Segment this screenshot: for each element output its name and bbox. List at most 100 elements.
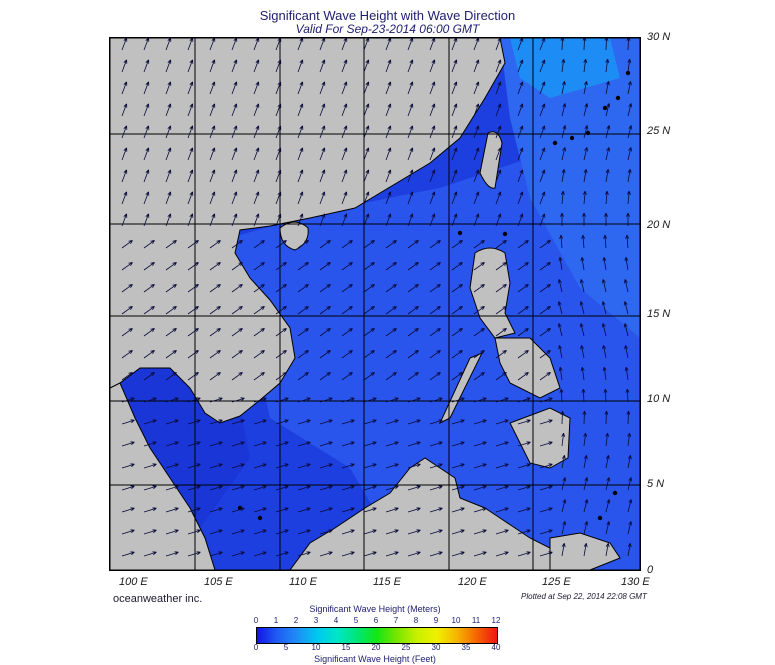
wave-direction-arrow (143, 284, 155, 293)
wave-direction-arrow (121, 213, 128, 227)
wave-direction-arrow (319, 81, 326, 95)
land-borneo (289, 457, 571, 570)
wave-direction-arrow (231, 125, 238, 139)
wave-direction-arrow (297, 485, 311, 491)
wave-direction-arrow (627, 477, 633, 491)
islet (552, 140, 558, 146)
wave-direction-arrow (275, 441, 289, 447)
wave-direction-arrow (495, 262, 507, 271)
wave-direction-arrow (582, 38, 587, 51)
wave-direction-arrow (429, 59, 436, 73)
wave-direction-arrow (407, 419, 421, 425)
wave-direction-arrow (605, 125, 611, 139)
wave-direction-arrow (165, 441, 179, 447)
wave-direction-arrow (121, 103, 128, 117)
wave-direction-arrow (319, 59, 326, 73)
wave-direction-arrow (557, 323, 563, 337)
colorbar-feet-tick: 20 (371, 643, 381, 652)
islet (612, 490, 618, 496)
wave-direction-arrow (385, 147, 392, 161)
wave-direction-arrow (473, 350, 485, 359)
wave-direction-arrow (363, 38, 370, 51)
wave-direction-arrow (341, 419, 355, 425)
wave-direction-arrow (385, 81, 392, 95)
wave-direction-arrow (275, 81, 282, 95)
wave-direction-arrow (560, 410, 565, 425)
wave-direction-arrow (495, 372, 507, 381)
wave-direction-arrow (385, 328, 397, 337)
wave-direction-arrow (625, 388, 630, 403)
wave-direction-arrow (407, 306, 419, 315)
wave-direction-arrow (385, 507, 399, 513)
wave-direction-arrow (539, 463, 553, 469)
wave-direction-arrow (539, 38, 546, 51)
wave-direction-arrow (385, 262, 397, 271)
wave-direction-arrow (603, 388, 608, 403)
wave-direction-arrow (275, 485, 289, 491)
wave-direction-arrow (209, 59, 216, 73)
wave-direction-arrow (473, 262, 485, 271)
wave-direction-arrow (297, 103, 304, 117)
wave-direction-arrow (539, 81, 546, 95)
wave-direction-arrow (143, 306, 155, 315)
wave-direction-arrow (231, 103, 238, 117)
wave-direction-arrow (275, 240, 287, 249)
wave-direction-arrow (341, 397, 355, 403)
wave-direction-arrow (253, 284, 265, 293)
wave-direction-arrow (341, 551, 355, 557)
wave-direction-arrow (319, 485, 333, 491)
wave-direction-arrow (253, 463, 267, 469)
wave-direction-arrow (581, 234, 586, 249)
wave-direction-arrow (605, 454, 610, 469)
wave-direction-arrow (209, 529, 223, 535)
wave-direction-arrow (165, 306, 177, 315)
wave-direction-arrow (605, 147, 610, 161)
wave-direction-arrow (253, 419, 267, 425)
wave-direction-arrow (209, 328, 221, 337)
wave-direction-arrow (451, 328, 463, 337)
wave-direction-arrow (121, 551, 135, 557)
wave-direction-arrow (495, 169, 502, 183)
wave-direction-arrow (209, 169, 216, 183)
wave-direction-arrow (231, 147, 238, 161)
wave-direction-arrow (253, 103, 260, 117)
lat-label-0: 0 (647, 564, 654, 576)
wave-direction-arrow (275, 103, 282, 117)
wave-direction-arrow (429, 213, 436, 227)
wave-direction-arrow (319, 103, 326, 117)
wave-direction-arrow (187, 328, 199, 337)
wave-direction-arrow (539, 262, 551, 271)
wave-direction-arrow (319, 328, 331, 337)
land-mindanao (509, 407, 571, 469)
wave-direction-arrow (187, 306, 199, 315)
wave-direction-arrow (187, 551, 201, 557)
wave-direction-arrow (143, 59, 150, 73)
wave-direction-arrow (580, 256, 585, 271)
wave-direction-arrow (517, 191, 524, 205)
wave-direction-arrow (539, 328, 551, 337)
wave-direction-arrow (231, 441, 245, 447)
wave-direction-arrow (341, 213, 348, 227)
wave-direction-arrow (275, 328, 287, 337)
wave-direction-arrow (583, 454, 588, 469)
wave-direction-arrow (319, 306, 331, 315)
wave-direction-arrow (557, 301, 563, 315)
wave-direction-arrow (143, 441, 157, 447)
wave-direction-arrow (583, 103, 589, 117)
wave-direction-arrow (187, 213, 194, 227)
wave-direction-arrow (558, 279, 563, 293)
wave-direction-arrow (473, 213, 480, 227)
wave-direction-arrow (473, 38, 480, 51)
wave-direction-arrow (407, 240, 419, 249)
wave-direction-arrow (165, 240, 177, 249)
colorbar-meters-tick: 11 (471, 616, 481, 625)
wave-direction-arrow (407, 262, 419, 271)
wave-direction-arrow (143, 463, 157, 469)
wave-direction-arrow (558, 256, 563, 271)
wave-direction-arrow (495, 306, 507, 315)
wave-direction-arrow (341, 441, 355, 447)
wave-direction-arrow (297, 125, 304, 139)
colorbar-meters-tick: 3 (313, 616, 319, 625)
wave-direction-arrow (121, 169, 128, 183)
wave-direction-arrow (385, 350, 397, 359)
